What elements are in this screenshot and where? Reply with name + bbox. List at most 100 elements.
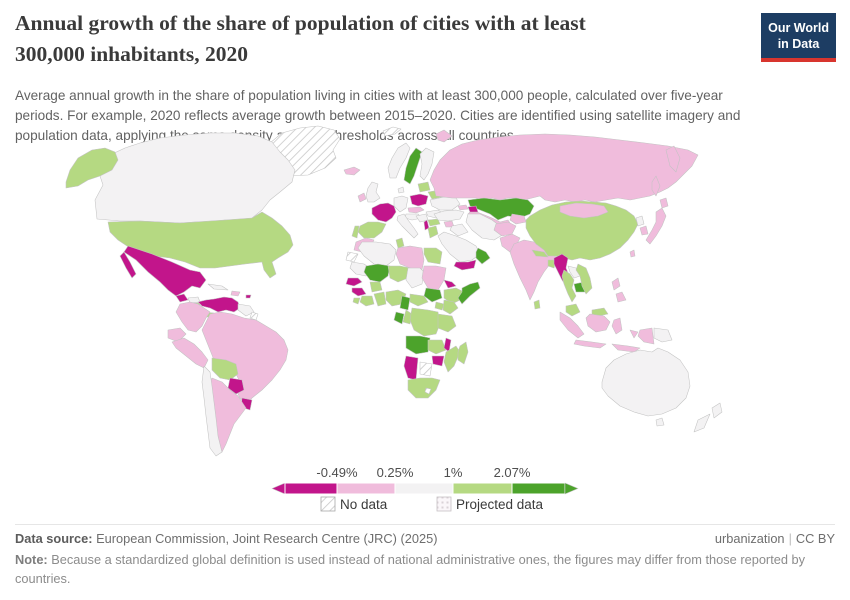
country-gabon[interactable] [393, 311, 405, 325]
country-alaska[interactable] [65, 147, 119, 189]
country-novaya-zemlya[interactable] [435, 129, 453, 143]
country-ireland[interactable] [357, 192, 367, 203]
country-indonesia-java[interactable] [573, 339, 607, 349]
country-new-zealand-north[interactable] [711, 402, 723, 419]
country-japan-hokkaido[interactable] [659, 197, 669, 209]
country-new-zealand-south[interactable] [693, 413, 711, 433]
country-bolivia[interactable] [211, 357, 239, 381]
country-somalia[interactable] [457, 281, 481, 305]
country-svalbard[interactable] [382, 126, 402, 137]
country-mozambique[interactable] [443, 345, 461, 373]
country-eritrea[interactable] [443, 279, 457, 289]
country-drc[interactable] [409, 307, 441, 337]
country-spain[interactable] [357, 221, 387, 239]
country-egypt[interactable] [423, 247, 443, 265]
legend-arrow-left[interactable] [271, 482, 286, 495]
country-guatemala[interactable] [175, 293, 189, 303]
country-finland[interactable] [419, 147, 435, 181]
country-iceland[interactable] [343, 166, 361, 176]
country-north-korea[interactable] [635, 215, 645, 227]
country-uk[interactable] [365, 181, 381, 203]
country-turkey[interactable] [433, 209, 465, 222]
country-saudi-arabia[interactable] [437, 231, 481, 263]
country-hispaniola[interactable] [230, 290, 241, 297]
country-nepal[interactable] [531, 249, 549, 258]
country-philippines-luzon[interactable] [611, 277, 621, 291]
legend-arrow-right[interactable] [564, 482, 579, 495]
country-baltics[interactable] [417, 181, 431, 193]
country-cameroon[interactable] [399, 295, 411, 311]
cc-by-link[interactable]: CC BY [795, 531, 835, 546]
country-iran[interactable] [465, 213, 505, 241]
country-indonesia-sumatra[interactable] [559, 311, 585, 339]
country-malaysia[interactable] [565, 303, 581, 317]
country-taiwan[interactable] [629, 249, 636, 258]
country-tanzania[interactable] [437, 313, 457, 333]
country-lesotho[interactable] [424, 387, 432, 395]
legend-segment-1[interactable] [336, 482, 396, 495]
country-madagascar[interactable] [457, 341, 469, 365]
country-peru[interactable] [171, 337, 209, 369]
country-paraguay[interactable] [227, 377, 245, 395]
country-indonesia-kalimantan[interactable] [585, 313, 611, 333]
country-central-african-republic[interactable] [409, 293, 429, 307]
country-mexico-baja[interactable] [119, 251, 137, 279]
country-tunisia[interactable] [395, 237, 405, 249]
country-brazil[interactable] [201, 311, 289, 405]
country-sudan[interactable] [421, 265, 447, 291]
country-algeria[interactable] [357, 241, 397, 267]
country-zimbabwe[interactable] [431, 355, 445, 367]
country-sakhalin[interactable] [651, 175, 661, 197]
country-portugal[interactable] [351, 225, 360, 239]
country-mali[interactable] [363, 263, 391, 283]
legend-segment-3[interactable] [452, 482, 513, 495]
country-mongolia[interactable] [559, 202, 609, 219]
country-greece[interactable] [427, 225, 439, 239]
legend-segment-2[interactable] [394, 482, 454, 495]
country-chile[interactable] [201, 365, 223, 457]
country-mexico[interactable] [123, 245, 207, 297]
country-vietnam[interactable] [575, 263, 593, 295]
country-congo[interactable] [402, 309, 413, 325]
legend-nodata-swatch[interactable] [320, 496, 336, 512]
country-botswana[interactable] [419, 361, 433, 377]
legend-projected-swatch[interactable] [436, 496, 452, 512]
country-colombia[interactable] [175, 301, 211, 333]
country-indonesia-lesser-sunda[interactable] [611, 343, 641, 353]
country-japan[interactable] [645, 207, 667, 245]
country-south-sudan[interactable] [423, 287, 443, 303]
country-guinea[interactable] [351, 287, 367, 297]
country-burkina-faso[interactable] [369, 281, 383, 293]
country-italy[interactable] [396, 213, 419, 239]
country-sierra-leone[interactable] [352, 297, 361, 305]
country-czech-slovakia[interactable] [407, 206, 425, 214]
country-ivory-coast[interactable] [359, 295, 375, 307]
country-ukraine[interactable] [429, 196, 461, 211]
country-malaysia-borneo[interactable] [591, 307, 609, 317]
country-oman[interactable] [475, 247, 491, 265]
country-georgia[interactable] [457, 204, 469, 211]
country-puerto-rico[interactable] [245, 294, 252, 299]
country-bulgaria[interactable] [427, 218, 441, 227]
legend-segment-4[interactable] [511, 482, 566, 495]
owid-logo[interactable]: Our World in Data [761, 13, 836, 62]
country-sri-lanka[interactable] [533, 299, 541, 310]
country-canada[interactable] [94, 132, 296, 224]
country-thailand[interactable] [561, 269, 577, 303]
country-azerbaijan[interactable] [467, 205, 479, 213]
country-angola[interactable] [405, 335, 431, 355]
country-kenya[interactable] [442, 299, 459, 315]
country-indonesia-maluku[interactable] [629, 329, 639, 339]
legend-segment-0[interactable] [284, 482, 338, 495]
country-australia[interactable] [601, 347, 691, 417]
country-germany[interactable] [393, 195, 409, 213]
country-poland[interactable] [409, 193, 429, 207]
country-iraq[interactable] [449, 223, 469, 237]
country-kamchatka[interactable] [665, 145, 681, 173]
country-usa[interactable] [107, 211, 294, 279]
country-south-korea[interactable] [639, 225, 649, 236]
country-norway[interactable] [387, 142, 411, 179]
country-south-africa[interactable] [407, 377, 441, 399]
country-philippines-mindanao[interactable] [615, 291, 627, 303]
country-uganda[interactable] [434, 301, 445, 311]
